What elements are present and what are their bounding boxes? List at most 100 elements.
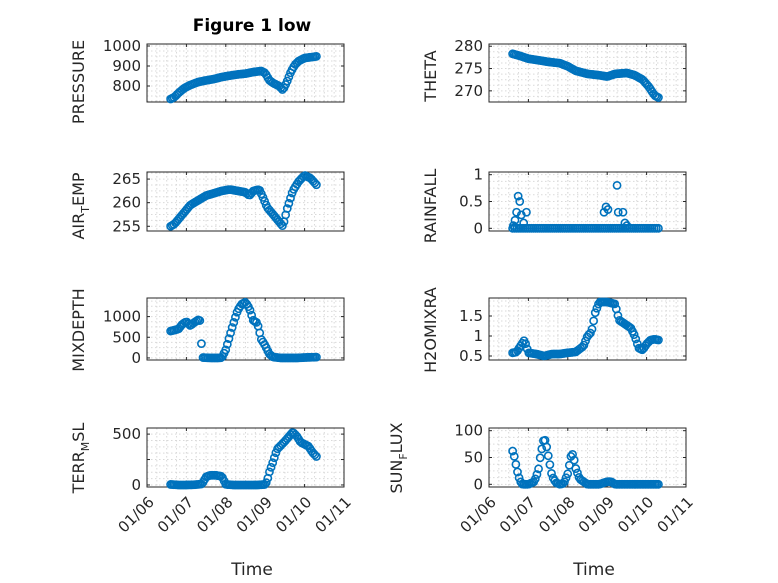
terr-msl-point xyxy=(269,453,279,463)
pressure-panel: 800 900 1000 xyxy=(103,37,345,104)
pressure-ytick-label: 900 xyxy=(112,57,141,75)
h2omixra-point xyxy=(521,339,530,349)
terr-msl-ylabel-main: TERR xyxy=(69,451,88,494)
mixdepth-ytick-label: 1000 xyxy=(103,308,141,326)
air-temp-ylabel-rest: EMP xyxy=(69,172,88,206)
sun-flux-point xyxy=(564,460,574,470)
rainfall-point xyxy=(519,218,529,228)
h2omixra-ytick-label: 1.5 xyxy=(459,307,483,325)
sun-flux-point xyxy=(569,455,579,465)
h2omixra-point xyxy=(654,335,663,345)
theta-panel: 270 275 280 xyxy=(454,37,687,103)
rainfall-point xyxy=(612,181,622,190)
h2omixra-point xyxy=(629,330,639,340)
mixdepth-point xyxy=(197,339,206,349)
sun-flux-point xyxy=(571,464,581,473)
rainfall-ytick-label: 0.5 xyxy=(459,193,483,211)
mixdepth-point xyxy=(222,339,232,349)
h2omixra-panel: 0.5 1 1.5 xyxy=(459,297,687,365)
rainfall-panel: 00.51 xyxy=(459,166,687,237)
figure-title: Figure 1 low xyxy=(193,16,312,36)
terr-msl-ylabel-sub: M xyxy=(79,442,92,452)
rainfall-point xyxy=(613,207,623,217)
sun-flux-point xyxy=(542,442,552,452)
sun-flux-ylabel-main: SUN xyxy=(387,460,406,494)
sun-flux-ytick-label: 50 xyxy=(464,449,483,467)
sun-flux-point xyxy=(547,469,556,478)
h2omixra-ylabel: H2OMIXRA xyxy=(421,287,440,373)
mixdepth-ylabel: MIXDEPTH xyxy=(69,288,88,371)
sun-flux-point xyxy=(560,477,569,487)
mixdepth-point xyxy=(312,352,321,362)
sun-flux-point xyxy=(563,469,573,479)
air-temp-ylabel-sub: T xyxy=(79,206,92,214)
pressure-axes-box xyxy=(146,43,345,103)
theta-point xyxy=(654,93,663,102)
mixdepth-ytick-label: 0 xyxy=(131,349,141,367)
mixdepth-panel: 0 500 1000 xyxy=(103,297,345,367)
sun-flux-point xyxy=(534,464,543,474)
rainfall-ylabel: RAINFALL xyxy=(421,169,440,244)
time-xlabel-left: Time xyxy=(230,560,273,580)
sun-flux-point xyxy=(537,444,547,454)
theta-ytick-label: 270 xyxy=(454,82,483,100)
air-temp-point xyxy=(312,180,321,190)
terr-msl-point xyxy=(310,450,320,460)
terr-msl-ytick-label: 0 xyxy=(131,476,141,494)
h2omixra-point xyxy=(579,340,589,350)
terr-msl-ylabel: TERRMSL xyxy=(69,423,92,495)
rainfall-point xyxy=(513,191,523,201)
theta-axes-box xyxy=(488,43,687,103)
pressure-ytick-label: 1000 xyxy=(103,37,141,55)
terr-msl-point xyxy=(261,478,271,488)
rainfall-point xyxy=(618,207,628,217)
pressure-ytick-label: 800 xyxy=(112,77,141,95)
mixdepth-point xyxy=(226,328,235,338)
sun-flux-ylabel-sub: F xyxy=(397,453,410,459)
sun-flux-point xyxy=(535,453,545,463)
sun-flux-ylabel-rest: LUX xyxy=(387,422,406,453)
h2omixra-ytick-label: 0.5 xyxy=(459,347,483,365)
air-temp-panel: 255 260 265 xyxy=(112,170,345,235)
pressure-point xyxy=(284,72,294,82)
time-xlabel-right: Time xyxy=(572,560,615,580)
theta-ylabel: THETA xyxy=(421,50,440,102)
sun-flux-ytick-label: 100 xyxy=(454,422,483,440)
mixdepth-point xyxy=(245,305,255,315)
pressure-ylabel: PRESSURE xyxy=(69,40,88,124)
h2omixra-axes-box xyxy=(488,297,687,361)
mixdepth-point xyxy=(195,316,205,325)
rainfall-point xyxy=(509,221,518,231)
sun-flux-ytick-label: 0 xyxy=(473,475,483,493)
theta-ytick-label: 275 xyxy=(454,60,483,78)
h2omixra-point xyxy=(585,328,595,338)
h2omixra-point xyxy=(610,299,620,309)
h2omixra-point xyxy=(587,324,597,334)
air-temp-ytick-label: 255 xyxy=(112,217,141,235)
air-temp-ytick-label: 265 xyxy=(112,170,141,188)
air-temp-point xyxy=(310,178,320,188)
sun-flux-point xyxy=(543,451,553,461)
sun-flux-point xyxy=(545,460,555,469)
air-temp-point xyxy=(282,204,292,213)
rainfall-point xyxy=(515,197,525,206)
sun-flux-point xyxy=(508,446,518,456)
mixdepth-ytick-label: 500 xyxy=(112,328,141,346)
rainfall-ytick-label: 1 xyxy=(473,166,483,184)
terr-msl-point xyxy=(268,458,278,468)
rainfall-point xyxy=(522,207,531,217)
air-temp-axes-box xyxy=(146,171,345,232)
mixdepth-point xyxy=(221,345,231,355)
mixdepth-point xyxy=(229,317,239,327)
terr-msl-point xyxy=(266,462,276,472)
rainfall-point xyxy=(654,223,663,233)
sun-flux-point xyxy=(513,467,522,477)
h2omixra-point xyxy=(631,334,641,344)
terr-msl-point xyxy=(265,467,274,477)
rainfall-point xyxy=(622,221,632,231)
rainfall-point xyxy=(510,215,520,225)
rainfall-ytick-label: 0 xyxy=(473,219,483,237)
theta-ytick-label: 280 xyxy=(454,37,483,55)
terr-msl-ylabel-rest: SL xyxy=(69,423,88,442)
